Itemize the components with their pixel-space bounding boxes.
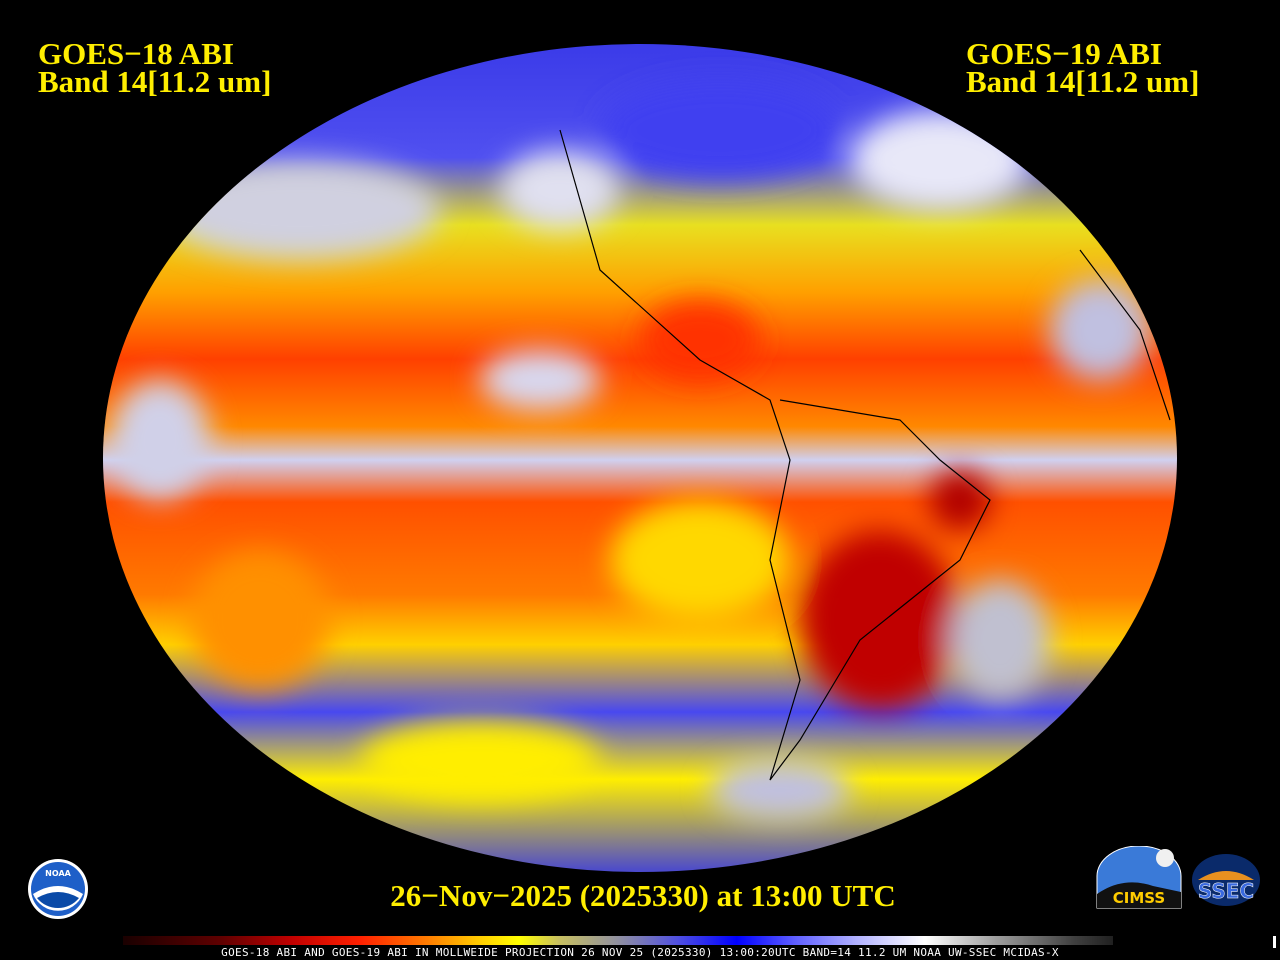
temperature-color-bar bbox=[123, 936, 1113, 945]
right-satellite-label: GOES−19 ABI Band 14[11.2 um] bbox=[966, 36, 1200, 99]
svg-text:CIMSS: CIMSS bbox=[1113, 889, 1165, 907]
noaa-logo: NOAA bbox=[28, 859, 88, 919]
image-caption: GOES-18 ABI AND GOES-19 ABI IN MOLLWEIDE… bbox=[221, 946, 1059, 959]
right-band-label: Band 14[11.2 um] bbox=[966, 64, 1200, 99]
timestamp: 26−Nov−2025 (2025330) at 13:00 UTC bbox=[390, 878, 896, 913]
colorbar-marker bbox=[1273, 936, 1276, 948]
coastline bbox=[559, 129, 991, 781]
left-satellite-name: GOES−18 ABI bbox=[38, 36, 234, 71]
left-satellite-label: GOES−18 ABI Band 14[11.2 um] bbox=[38, 36, 272, 99]
cimss-logo: CIMSS bbox=[1096, 846, 1182, 909]
left-band-label: Band 14[11.2 um] bbox=[38, 64, 272, 99]
svg-text:NOAA: NOAA bbox=[45, 869, 71, 878]
svg-text:SSEC: SSEC bbox=[1198, 879, 1254, 903]
ssec-logo: SSEC bbox=[1192, 854, 1260, 906]
right-satellite-name: GOES−19 ABI bbox=[966, 36, 1162, 71]
